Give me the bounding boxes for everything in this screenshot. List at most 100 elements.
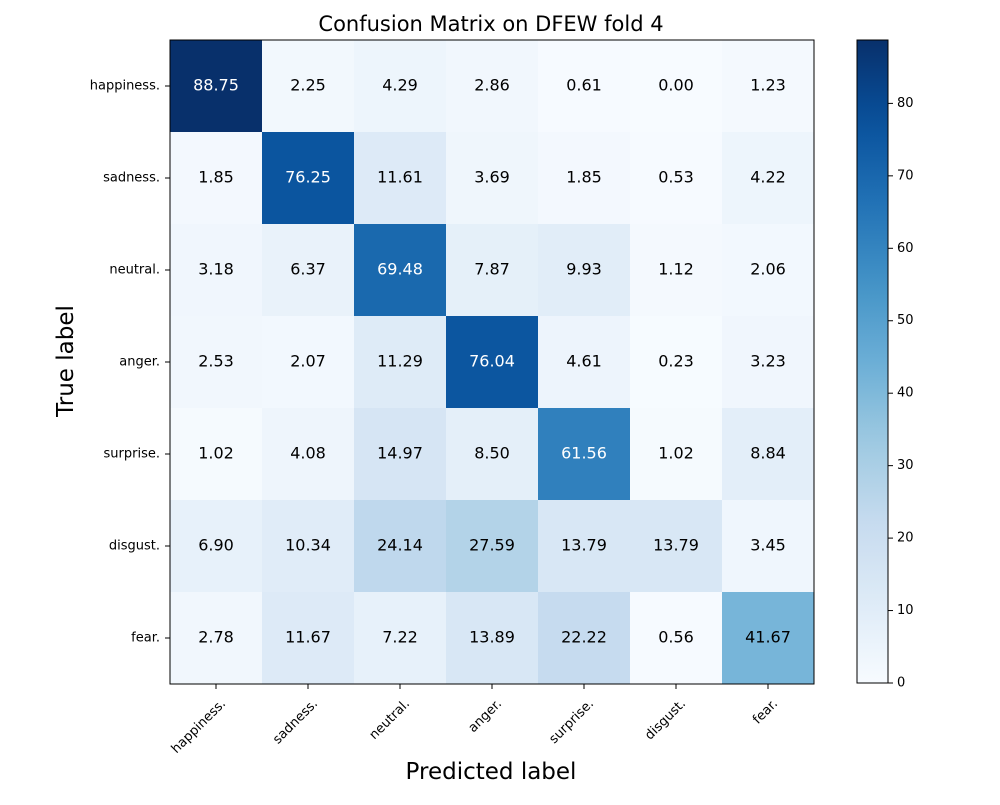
heatmap-cell bbox=[722, 500, 815, 593]
x-tick-label: sadness. bbox=[270, 696, 321, 747]
heatmap-cell bbox=[446, 224, 539, 317]
cell-value-label: 13.79 bbox=[561, 536, 607, 555]
cell-value-label: 10.34 bbox=[285, 536, 331, 555]
cell-value-label: 4.61 bbox=[566, 352, 602, 371]
x-tick-label: disgust. bbox=[642, 696, 689, 743]
heatmap-cell bbox=[538, 224, 631, 317]
heatmap-cell bbox=[354, 40, 447, 133]
heatmap-cell bbox=[354, 224, 447, 317]
heatmap-cell bbox=[262, 316, 355, 409]
colorbar-tick-label: 10 bbox=[897, 603, 914, 618]
y-axis-label: True label bbox=[53, 305, 79, 418]
cell-value-label: 76.25 bbox=[285, 168, 331, 187]
heatmap-cell bbox=[354, 500, 447, 593]
heatmap-cell bbox=[170, 40, 263, 133]
heatmap-cell bbox=[630, 316, 723, 409]
y-tick-label: fear. bbox=[131, 631, 160, 646]
heatmap-cell bbox=[262, 224, 355, 317]
y-tick-label: neutral. bbox=[109, 263, 160, 278]
cell-value-label: 76.04 bbox=[469, 352, 515, 371]
cell-value-label: 27.59 bbox=[469, 536, 515, 555]
heatmap-cell bbox=[722, 132, 815, 225]
heatmap-cell bbox=[446, 132, 539, 225]
heatmap-cell bbox=[354, 132, 447, 225]
x-tick-label: fear. bbox=[750, 696, 781, 727]
heatmap-cell bbox=[630, 408, 723, 501]
heatmap-cell bbox=[262, 592, 355, 685]
cell-value-label: 4.08 bbox=[290, 444, 326, 463]
cell-value-label: 3.69 bbox=[474, 168, 510, 187]
cell-value-label: 1.02 bbox=[198, 444, 234, 463]
heatmap-cell bbox=[262, 132, 355, 225]
heatmap-cell bbox=[722, 592, 815, 685]
cell-value-label: 0.53 bbox=[658, 168, 694, 187]
heatmap-cell bbox=[446, 40, 539, 133]
cell-value-label: 41.67 bbox=[745, 628, 791, 647]
heatmap-cell bbox=[446, 316, 539, 409]
cell-value-label: 1.85 bbox=[566, 168, 602, 187]
heatmap-cell bbox=[538, 408, 631, 501]
cell-value-label: 69.48 bbox=[377, 260, 423, 279]
colorbar-tick-label: 20 bbox=[897, 531, 914, 546]
y-tick-label: sadness. bbox=[103, 171, 160, 186]
y-tick-label: happiness. bbox=[90, 79, 160, 94]
heatmap-cell bbox=[170, 408, 263, 501]
heatmap-cell bbox=[630, 224, 723, 317]
heatmap-cell bbox=[170, 592, 263, 685]
colorbar-gradient bbox=[857, 40, 888, 683]
heatmap-cell bbox=[538, 316, 631, 409]
colorbar-tick-label: 0 bbox=[897, 676, 905, 691]
heatmap-cell bbox=[722, 316, 815, 409]
heatmap-cell bbox=[170, 500, 263, 593]
heatmap-cell bbox=[170, 132, 263, 225]
cell-value-label: 4.22 bbox=[750, 168, 786, 187]
cell-value-label: 2.07 bbox=[290, 352, 326, 371]
y-tick-label: surprise. bbox=[104, 447, 160, 462]
heatmap-cell bbox=[538, 132, 631, 225]
colorbar-tick-label: 60 bbox=[897, 241, 914, 256]
cell-value-label: 7.87 bbox=[474, 260, 510, 279]
y-tick-label: disgust. bbox=[109, 539, 160, 554]
cell-value-label: 11.67 bbox=[285, 628, 331, 647]
heatmap-cell bbox=[538, 592, 631, 685]
heatmap-cell bbox=[262, 408, 355, 501]
colorbar-frame bbox=[856, 39, 889, 684]
cell-value-label: 2.78 bbox=[198, 628, 234, 647]
cell-value-label: 2.53 bbox=[198, 352, 234, 371]
cell-value-label: 4.29 bbox=[382, 76, 418, 95]
cell-value-label: 2.86 bbox=[474, 76, 510, 95]
heatmap-cell bbox=[722, 224, 815, 317]
heatmap-cell bbox=[630, 132, 723, 225]
heatmap-cells bbox=[170, 40, 815, 685]
heatmap-cell bbox=[170, 224, 263, 317]
heatmap-cell bbox=[722, 40, 815, 133]
cell-value-label: 1.02 bbox=[658, 444, 694, 463]
heatmap-cell bbox=[170, 316, 263, 409]
x-tick-label: happiness. bbox=[169, 696, 229, 756]
cell-value-label: 2.06 bbox=[750, 260, 786, 279]
x-tick-label: neutral. bbox=[367, 696, 413, 742]
cell-value-label: 14.97 bbox=[377, 444, 423, 463]
cell-value-label: 6.37 bbox=[290, 260, 326, 279]
heatmap-cell bbox=[262, 40, 355, 133]
colorbar-tick-label: 30 bbox=[897, 458, 914, 473]
heatmap-cell bbox=[446, 500, 539, 593]
cell-value-label: 13.89 bbox=[469, 628, 515, 647]
cell-value-label: 8.84 bbox=[750, 444, 786, 463]
cell-value-label: 13.79 bbox=[653, 536, 699, 555]
cell-value-label: 2.25 bbox=[290, 76, 326, 95]
heatmap-cell bbox=[538, 500, 631, 593]
cell-value-label: 11.61 bbox=[377, 168, 423, 187]
cell-value-label: 3.23 bbox=[750, 352, 786, 371]
heatmap-cell bbox=[630, 40, 723, 133]
heatmap-cell bbox=[630, 592, 723, 685]
cell-value-label: 3.18 bbox=[198, 260, 234, 279]
cell-value-label: 3.45 bbox=[750, 536, 786, 555]
heatmap-cell bbox=[630, 500, 723, 593]
x-tick-label: surprise. bbox=[547, 696, 598, 747]
x-tick-label: anger. bbox=[466, 696, 505, 735]
heatmap-cell bbox=[262, 500, 355, 593]
cell-value-label: 1.12 bbox=[658, 260, 694, 279]
